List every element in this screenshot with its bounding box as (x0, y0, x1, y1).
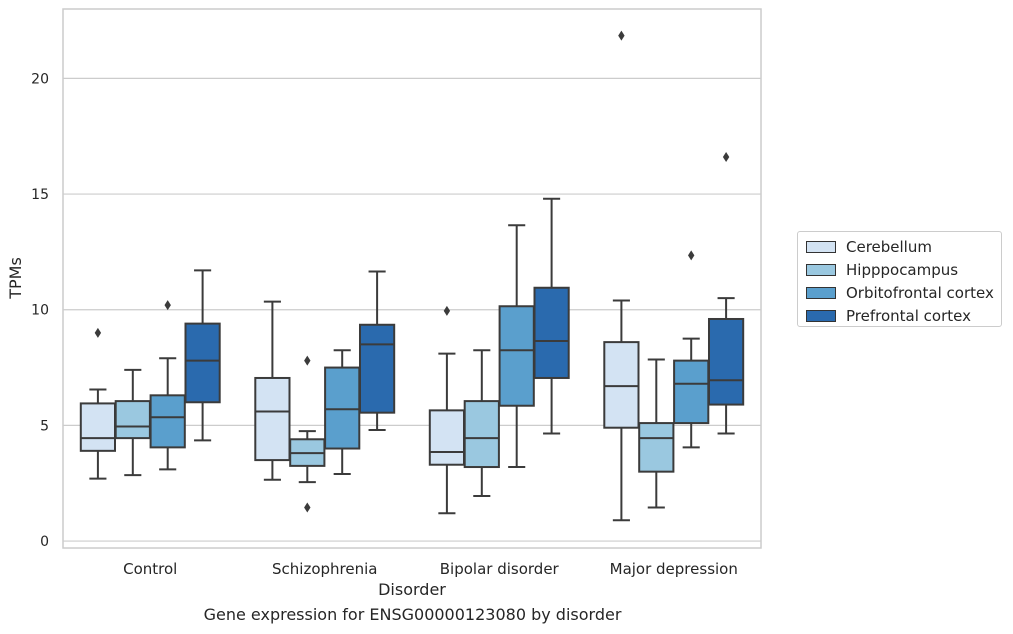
y-axis-label: TPMs (6, 257, 25, 300)
box-orbitofrontal-cortex-major-depression-outlier-0 (688, 250, 695, 261)
box-orbitofrontal-cortex-major-depression (673, 359, 710, 425)
legend-label-cerebellum: Cerebellum (846, 237, 932, 256)
box-hipppocampus-major-depression (638, 422, 675, 473)
box-prefrontal-cortex-bipolar-disorder (533, 286, 570, 379)
y-tick-label-20: 20 (31, 71, 49, 87)
box-cerebellum-bipolar-disorder-outlier-0 (443, 305, 451, 316)
y-tick-label-15: 15 (31, 187, 49, 203)
legend-label-prefrontal-cortex: Prefrontal cortex (846, 306, 971, 325)
box-hipppocampus-schizophrenia-outlier-0 (304, 355, 311, 366)
box-prefrontal-cortex-control (184, 322, 221, 404)
legend-item-hipppocampus: Hipppocampus (806, 258, 1001, 281)
x-tick-label-bipolar-disorder: Bipolar disorder (440, 560, 560, 578)
plot-frame (62, 8, 762, 549)
box-cerebellum-bipolar-disorder (428, 409, 466, 466)
y-tick-labels: 0 5 10 15 20 (31, 71, 49, 550)
y-tick-label-10: 10 (31, 303, 49, 319)
box-orbitofrontal-cortex-schizophrenia (324, 366, 361, 450)
x-axis-label: Disorder (378, 580, 446, 599)
legend-item-cerebellum: Cerebellum (806, 235, 1001, 258)
legend-swatch-orbitofrontal-cortex (806, 286, 836, 299)
legend-label-hipppocampus: Hipppocampus (846, 260, 959, 279)
box-cerebellum-control (79, 402, 117, 452)
box-prefrontal-cortex-schizophrenia (358, 323, 396, 414)
x-tick-labels: Control Schizophrenia Bipolar disorder Majo… (123, 560, 738, 578)
legend-swatch-prefrontal-cortex (806, 309, 836, 322)
box-hipppocampus-schizophrenia-outlier-1 (304, 502, 311, 513)
box-prefrontal-cortex-major-depression-outlier-0 (722, 152, 730, 163)
box-orbitofrontal-cortex-control-outlier-0 (164, 300, 171, 311)
box-orbitofrontal-cortex-control (149, 394, 186, 449)
chart-caption: Gene expression for ENSG00000123080 by d… (203, 605, 622, 624)
legend-label-orbitofrontal-cortex: Orbitofrontal cortex (846, 283, 994, 302)
box-prefrontal-cortex-major-depression (707, 317, 745, 406)
x-tick-label-control: Control (123, 560, 177, 578)
box-hipppocampus-bipolar-disorder (463, 400, 500, 469)
box-plot-marks (79, 30, 745, 522)
legend-swatch-hipppocampus (806, 263, 836, 276)
y-tick-label-0: 0 (40, 534, 49, 550)
box-cerebellum-schizophrenia (254, 376, 291, 462)
legend-item-orbitofrontal-cortex: Orbitofrontal cortex (806, 281, 1001, 304)
box-hipppocampus-control (114, 400, 151, 440)
legend: Cerebellum Hipppocampus Orbitofrontal co… (797, 231, 1002, 327)
y-tick-label-5: 5 (40, 418, 49, 434)
x-tick-label-major-depression: Major depression (610, 560, 738, 578)
box-cerebellum-major-depression (603, 341, 640, 429)
box-cerebellum-control-outlier-0 (94, 327, 102, 338)
legend-swatch-cerebellum (806, 240, 836, 253)
legend-item-prefrontal-cortex: Prefrontal cortex (806, 304, 1001, 327)
x-tick-label-schizophrenia: Schizophrenia (272, 560, 377, 578)
box-orbitofrontal-cortex-bipolar-disorder (498, 305, 535, 407)
box-cerebellum-major-depression-outlier-0 (618, 30, 625, 41)
